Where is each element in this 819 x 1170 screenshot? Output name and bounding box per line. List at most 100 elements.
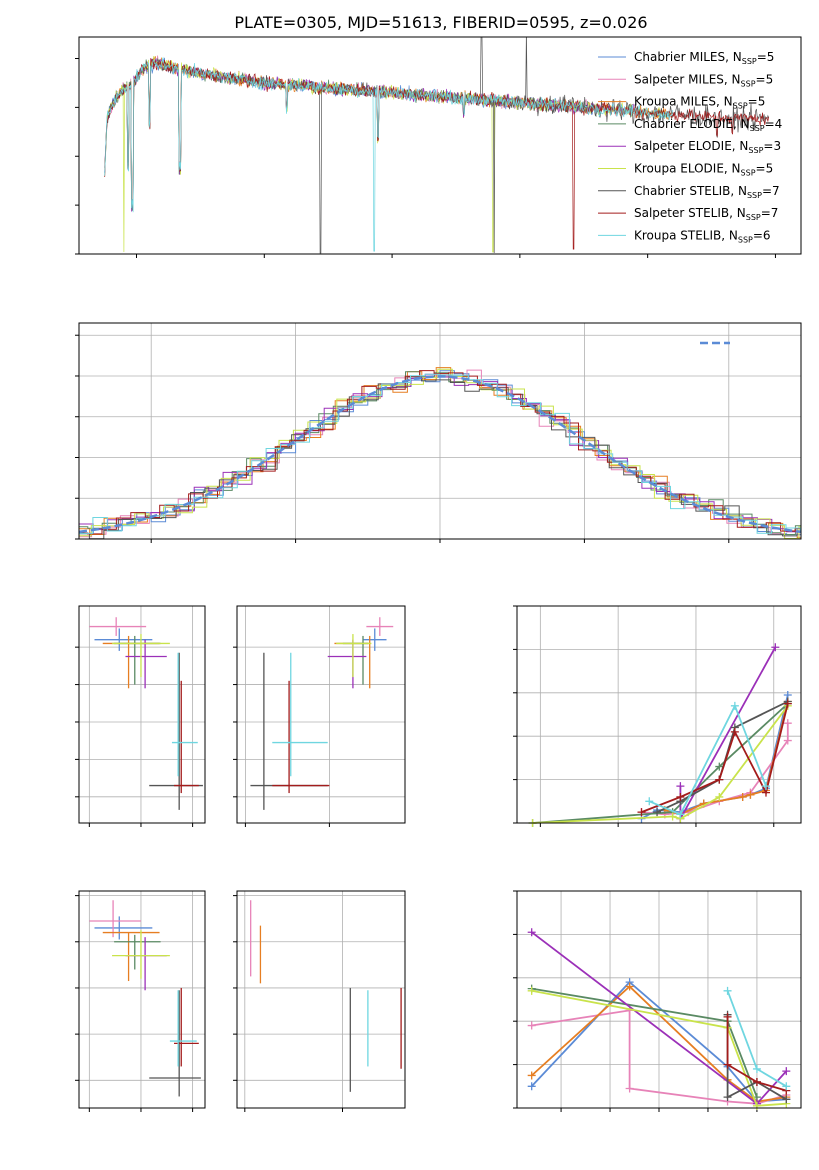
weight-marker	[782, 1067, 791, 1076]
weight-marker	[676, 810, 685, 819]
normal-reference-curve	[79, 375, 801, 534]
weight-marker	[771, 643, 780, 652]
legend-tail: =3	[763, 139, 781, 153]
weight-marker	[645, 797, 654, 806]
weight-marker	[527, 1071, 536, 1080]
legend-sub: SSP	[750, 124, 765, 133]
legend-text: Chabrier ELODIE, N	[634, 117, 750, 131]
legend-sub: SSP	[733, 102, 748, 111]
mass-vs-metallicity-panel	[75, 890, 206, 1112]
legend-text: Salpeter ELODIE, N	[634, 139, 748, 153]
weight-marker	[527, 986, 536, 995]
weight-marker	[715, 762, 724, 771]
spectrum-line	[104, 56, 674, 252]
weight-marker	[527, 928, 536, 937]
spectrum-line	[104, 58, 635, 213]
weight-line	[531, 987, 758, 1098]
legend-sub: SSP	[747, 191, 762, 200]
axes-frame	[516, 605, 802, 824]
legend-entry: Salpeter MILES, NSSP=5	[634, 72, 773, 88]
legend-sub: SSP	[742, 57, 757, 66]
histogram-outline	[79, 373, 801, 533]
legend-entry: Salpeter STELIB, NSSP=7	[634, 206, 778, 222]
legend-tail: =7	[761, 206, 779, 220]
weight-marker	[723, 1093, 732, 1102]
mass-vs-ebv-panel	[233, 890, 406, 1112]
weight-marker	[625, 1084, 634, 1093]
spectrum-panel	[75, 36, 802, 258]
legend-text: Salpeter STELIB, N	[634, 206, 746, 220]
age-vs-mass-panel	[233, 605, 406, 827]
axes-frame	[78, 605, 206, 824]
weight-line	[531, 989, 787, 1107]
weight-line	[641, 703, 789, 813]
axes-frame	[78, 36, 802, 255]
age-vs-metallicity-panel	[75, 605, 206, 827]
spectrum-line	[104, 58, 770, 250]
weight-marker	[730, 701, 739, 710]
weight-marker	[783, 699, 792, 708]
legend-text: Kroupa MILES, N	[634, 95, 733, 109]
weight-line	[656, 700, 789, 813]
weight-marker	[782, 1095, 791, 1104]
weight-marker	[625, 982, 634, 991]
weight-marker	[783, 719, 792, 728]
legend-tail: =5	[748, 95, 766, 109]
legend-text: Salpeter MILES, N	[634, 72, 741, 86]
legend-sub: SSP	[738, 235, 753, 244]
histogram	[79, 367, 801, 539]
histogram-outline	[79, 368, 801, 539]
spectrum-line	[104, 55, 635, 207]
weight-marker	[738, 792, 747, 801]
weight-marker	[723, 1060, 732, 1069]
figure-title: PLATE=0305, MJD=51613, FIBERID=0595, z=0…	[234, 13, 647, 32]
weight-marker	[527, 1082, 536, 1091]
legend-tail: =5	[756, 162, 774, 176]
histogram-outline	[79, 369, 801, 539]
weight-marker	[752, 1077, 761, 1086]
histogram-outline	[79, 376, 801, 539]
weight-marker	[676, 792, 685, 801]
legend-entry: Chabrier STELIB, NSSP=7	[634, 184, 780, 200]
weight-line	[648, 703, 767, 816]
axes-frame	[78, 890, 206, 1109]
weight-marker	[782, 1082, 791, 1091]
legend-text: Chabrier MILES, N	[634, 50, 742, 64]
weight-marker	[668, 812, 677, 821]
legend-text: Kroupa STELIB, N	[634, 228, 738, 242]
legend-tail: =5	[756, 72, 774, 86]
legend-entry: Salpeter ELODIE, NSSP=3	[634, 139, 781, 155]
spectrum-lines	[104, 37, 770, 254]
weight-marker	[746, 790, 755, 799]
axes-frame	[236, 890, 406, 1109]
weight-marker	[527, 1021, 536, 1030]
weight-line	[726, 1016, 787, 1092]
weight-marker	[676, 782, 685, 791]
axes-frame	[516, 890, 802, 1109]
spectrum-line	[104, 56, 674, 207]
weight-vs-age-panel	[513, 605, 802, 827]
legend-entry: Kroupa MILES, NSSP=5	[634, 95, 765, 111]
legend-entry: Chabrier ELODIE, NSSP=4	[634, 117, 782, 133]
legend-entry: Kroupa ELODIE, NSSP=5	[634, 162, 773, 178]
legend-sub: SSP	[741, 79, 756, 88]
weight-marker	[723, 986, 732, 995]
legend-tail: =6	[753, 228, 771, 242]
legend-text: Kroupa ELODIE, N	[634, 162, 741, 176]
legend-entry: Chabrier MILES, NSSP=5	[634, 50, 774, 66]
axes-frame	[78, 322, 802, 540]
legend-tail: =4	[765, 117, 783, 131]
weight-vs-metallicity-panel	[513, 890, 802, 1112]
weight-marker	[653, 808, 662, 817]
legend-entry: Kroupa STELIB, NSSP=6	[634, 228, 771, 244]
legend-tail: =5	[757, 50, 775, 64]
legend-text: Chabrier STELIB, N	[634, 184, 747, 198]
weight-marker	[761, 782, 770, 791]
weight-marker	[730, 727, 739, 736]
residual-histogram-panel	[75, 322, 802, 543]
weight-marker	[752, 1064, 761, 1073]
weight-marker	[783, 736, 792, 745]
legend-sub: SSP	[741, 169, 756, 178]
legend-sub: SSP	[746, 213, 761, 222]
